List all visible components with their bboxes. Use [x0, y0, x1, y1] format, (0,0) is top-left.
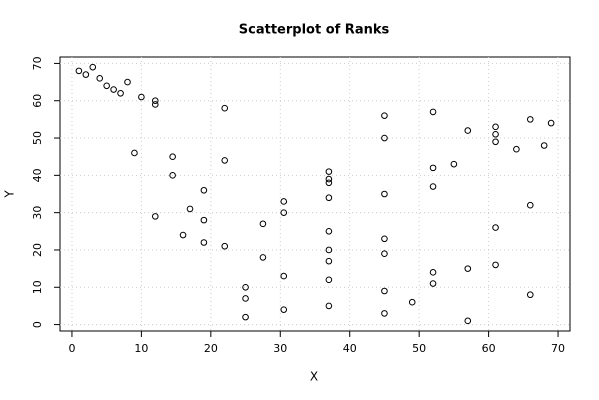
point	[325, 175, 333, 183]
point	[138, 93, 145, 101]
point	[492, 131, 499, 138]
x-tick-label: 20	[204, 342, 218, 355]
point	[280, 209, 288, 216]
point	[151, 97, 159, 105]
point	[325, 302, 333, 310]
point	[179, 231, 187, 239]
point	[429, 108, 437, 116]
x-tick-label: 30	[273, 342, 287, 355]
point	[325, 179, 333, 187]
point	[259, 220, 267, 228]
point	[540, 142, 548, 149]
point	[526, 201, 534, 209]
point	[110, 86, 117, 93]
point	[103, 82, 110, 90]
y-tick-label: 40	[31, 168, 44, 182]
point	[492, 224, 499, 231]
point	[82, 71, 90, 78]
point	[151, 213, 159, 220]
point	[89, 63, 97, 71]
point	[96, 75, 104, 82]
x-tick-label: 0	[68, 342, 75, 355]
point	[325, 168, 333, 175]
point	[429, 269, 437, 276]
point	[429, 164, 437, 172]
point	[200, 186, 208, 194]
point	[492, 123, 499, 131]
point	[280, 272, 288, 280]
point	[221, 157, 229, 164]
y-tick-label: 20	[31, 243, 44, 257]
point	[242, 313, 249, 321]
point	[242, 295, 249, 302]
x-tick-label: 10	[134, 342, 148, 355]
point	[325, 276, 333, 284]
y-axis-label: Y	[3, 190, 17, 199]
y-tick-label: 30	[31, 206, 44, 220]
point	[464, 317, 472, 325]
point	[325, 228, 333, 235]
point	[117, 89, 124, 97]
point	[381, 112, 388, 119]
point	[492, 261, 499, 269]
point	[280, 198, 288, 205]
point	[221, 242, 229, 250]
point	[381, 235, 388, 243]
x-axis-label: X	[310, 370, 318, 384]
point	[408, 298, 416, 306]
point	[381, 190, 388, 198]
point	[464, 127, 472, 134]
point	[464, 265, 472, 272]
plot-frame	[59, 56, 571, 332]
point	[381, 134, 388, 142]
x-tick-label: 50	[412, 342, 426, 355]
point	[221, 104, 229, 112]
point	[325, 257, 333, 265]
y-tick-label: 0	[31, 321, 44, 328]
point	[186, 205, 194, 213]
point	[492, 138, 499, 146]
point	[169, 172, 176, 179]
point	[381, 287, 388, 295]
y-tick-label: 10	[31, 280, 44, 294]
point	[242, 283, 249, 291]
point	[200, 239, 208, 246]
y-tick-label: 70	[31, 56, 44, 70]
point	[429, 183, 437, 190]
point	[450, 160, 458, 168]
point	[151, 101, 159, 108]
x-tick-label: 40	[343, 342, 357, 355]
point	[131, 149, 138, 157]
y-tick-label: 50	[31, 131, 44, 145]
point	[381, 310, 388, 317]
point	[169, 153, 176, 160]
point	[200, 216, 208, 224]
point	[280, 306, 288, 313]
point	[124, 78, 131, 86]
point	[381, 250, 388, 257]
x-tick-label: 60	[482, 342, 496, 355]
chart-title: Scatterplot of Ranks	[239, 23, 390, 38]
point	[259, 254, 267, 261]
point	[513, 145, 520, 153]
point	[325, 246, 333, 254]
point	[429, 280, 437, 287]
y-tick-label: 60	[31, 94, 44, 108]
point	[75, 67, 83, 75]
x-tick-label: 70	[551, 342, 565, 355]
point	[526, 116, 534, 123]
point	[325, 194, 333, 202]
point	[547, 119, 555, 127]
point	[526, 291, 534, 299]
